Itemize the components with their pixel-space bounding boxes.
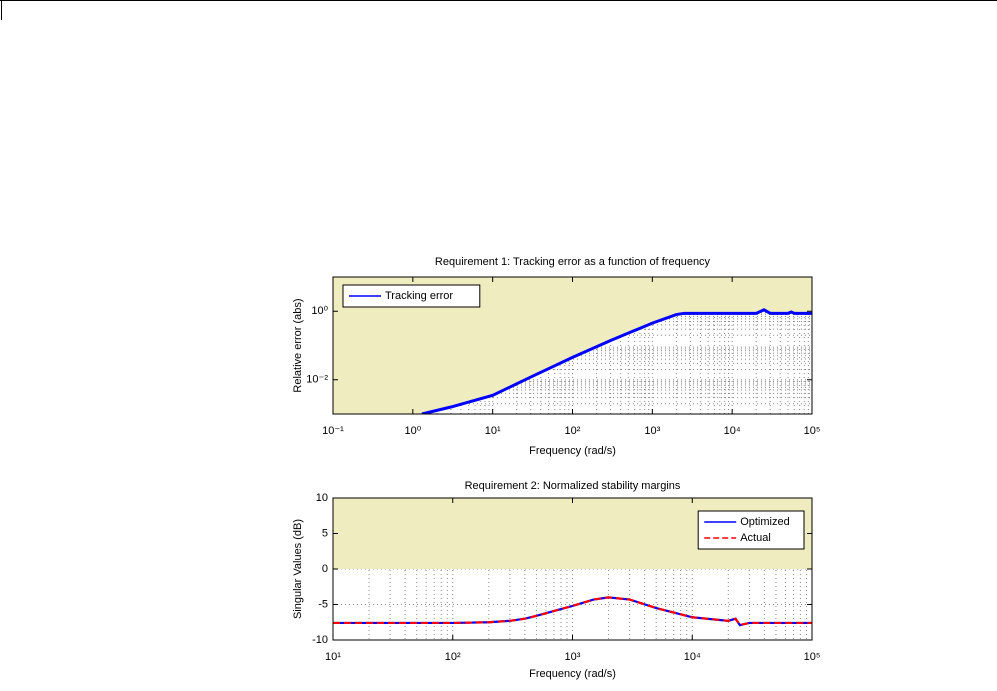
- x-tick-label: 10⁴: [684, 651, 701, 663]
- y-tick-label: 10: [316, 492, 328, 504]
- x-tick-label: 10³: [644, 425, 660, 437]
- chart-title: Requirement 1: Tracking error as a funct…: [435, 256, 711, 268]
- y-tick-label: -10: [312, 634, 328, 646]
- chart-title: Requirement 2: Normalized stability marg…: [465, 480, 681, 492]
- x-axis-label: Frequency (rad/s): [529, 445, 616, 457]
- legend-label: Optimized: [740, 516, 790, 528]
- x-tick-label: 10⁰: [405, 425, 422, 437]
- x-tick-label: 10¹: [485, 425, 501, 437]
- y-tick-label: 10⁰: [311, 305, 328, 317]
- x-axis-label: Frequency (rad/s): [529, 668, 616, 680]
- legend-box: [342, 284, 481, 308]
- series-line: [421, 308, 812, 414]
- x-tick-label: 10³: [565, 651, 581, 663]
- x-tick-label: 10⁻¹: [322, 425, 344, 437]
- y-tick-label: 5: [322, 527, 328, 539]
- legend-label: Actual: [740, 532, 771, 544]
- x-tick-label: 10²: [565, 425, 581, 437]
- x-tick-label: 10⁵: [804, 425, 821, 437]
- y-tick-label: 10⁻²: [306, 374, 328, 386]
- shaded-region: [333, 277, 812, 414]
- y-axis-label: Singular Values (dB): [292, 519, 304, 619]
- x-tick-label: 10¹: [325, 651, 341, 663]
- legend-box: [697, 510, 805, 550]
- y-axis-label: Relative error (abs): [292, 298, 304, 392]
- x-tick-label: 10²: [445, 651, 461, 663]
- series-line: [333, 596, 812, 627]
- y-tick-label: -5: [318, 598, 328, 610]
- x-tick-label: 10⁵: [804, 651, 821, 663]
- y-tick-label: 0: [322, 563, 328, 575]
- legend-label: Tracking error: [385, 290, 453, 302]
- x-tick-label: 10⁴: [724, 425, 741, 437]
